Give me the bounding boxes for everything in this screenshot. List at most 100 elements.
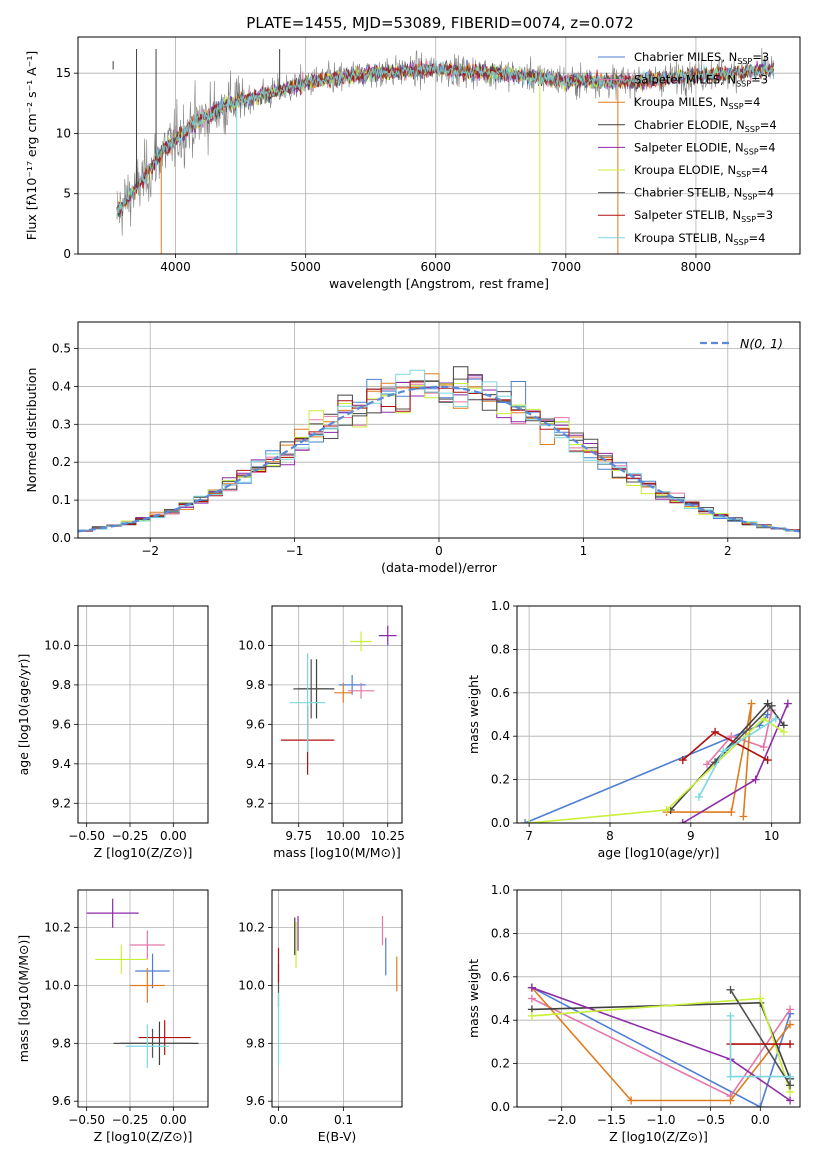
y-tick-label: 9.2 (52, 796, 71, 810)
mass-weight-point (719, 747, 728, 756)
mass-weight-point (726, 1096, 735, 1105)
y-tick-label: 10.2 (238, 921, 265, 935)
axes-frame (271, 889, 403, 1108)
x-axis-label: Z [log10(Z/Z⊙)] (609, 1129, 708, 1144)
mass-weight-line (666, 703, 753, 817)
mass-weight-point (694, 792, 703, 801)
figure-title: PLATE=1455, MJD=53089, FIBERID=0074, z=0… (246, 14, 633, 32)
y-axis-label: Flux [fλ10⁻¹⁷ erg cm⁻² s⁻¹ A⁻¹] (24, 51, 39, 240)
y-tick-label: 0.2 (491, 1057, 510, 1071)
normal-curve-line (78, 385, 800, 533)
mass-weight-point (759, 743, 768, 752)
panel-massweight_vs_Z: −2.0 −1.5 −1.0 −0.5 0.0 0.0 0.2 0.4 0.6 0.8 1.0 Z [… (466, 883, 801, 1144)
x-tick-label: 5000 (290, 260, 321, 274)
x-tick-label: 0.00 (160, 829, 187, 843)
x-tick-label: −2 (141, 544, 159, 558)
x-tick-label: 0.0 (751, 1113, 770, 1127)
mass-weight-point (771, 714, 780, 723)
legend-entry: N(0, 1) (740, 336, 783, 351)
x-tick-label: −0.5 (696, 1113, 725, 1127)
y-tick-label: 10.2 (44, 921, 71, 935)
y-tick-label: 0.0 (491, 1100, 510, 1114)
error-bars (277, 916, 398, 1066)
legend-entry: Kroupa STELIB, NSSP=4 (634, 231, 765, 247)
x-axis-label: mass [log10(M/M⊙)] (273, 845, 401, 860)
x-tick-label: 0 (435, 544, 443, 558)
axes-frame (516, 889, 801, 1108)
x-tick-label: 0.00 (160, 1113, 187, 1127)
axes-frame (77, 36, 801, 255)
y-tick-label: 10 (56, 126, 71, 140)
x-axis-label: age [log10(age/yr)] (598, 845, 720, 860)
y-axis-label: mass weight (466, 675, 481, 754)
mass-weight-point (703, 760, 712, 769)
spectrum-lines (112, 48, 774, 254)
x-tick-label: 10.00 (326, 829, 360, 843)
y-tick-label: 1.0 (491, 883, 510, 897)
y-tick-label: 0.2 (52, 455, 71, 469)
mass-weight-point (767, 701, 776, 710)
y-axis-label: mass weight (466, 959, 481, 1038)
y-tick-label: 10.0 (238, 978, 265, 992)
axes-frame (77, 605, 209, 824)
y-tick-label: 9.8 (246, 678, 265, 692)
y-tick-label: 0.0 (52, 531, 71, 545)
legend-entry: Kroupa ELODIE, NSSP=4 (634, 163, 768, 179)
x-tick-label: 4000 (160, 260, 191, 274)
panel-mass_vs_ebv: 0.0 0.1 9.6 9.8 10.0 10.2 E(B-V) (238, 889, 403, 1144)
x-axis-label: wavelength [Angstrom, rest frame] (329, 276, 549, 291)
y-tick-label: 15 (56, 66, 71, 80)
x-tick-label: 10.25 (371, 829, 405, 843)
mass-weight-point (751, 775, 760, 784)
x-tick-label: 0.0 (269, 1113, 288, 1127)
mass-weight-point (739, 812, 748, 821)
mass-weight-line (714, 705, 773, 763)
y-tick-label: 0.6 (491, 970, 510, 984)
mass-weight-point (786, 1072, 795, 1081)
mass-weight-point (678, 756, 687, 765)
y-axis-label: Normed distribution (24, 368, 39, 493)
mass-weight-point (726, 1072, 735, 1081)
y-tick-label: 0.8 (491, 642, 510, 656)
axes-frame (516, 605, 801, 824)
panel-age_vs_Z: −0.50 −0.25 0.00 9.2 9.4 9.6 9.8 10.0 Z [log10(Z… (16, 605, 209, 860)
legend-entry: Salpeter STELIB, NSSP=3 (634, 208, 773, 224)
y-tick-label: 0.0 (491, 816, 510, 830)
y-tick-label: 10.0 (44, 638, 71, 652)
y-tick-label: 0.3 (52, 417, 71, 431)
y-tick-label: 9.8 (52, 1036, 71, 1050)
mass-weight-point (786, 1096, 795, 1105)
y-tick-label: 9.8 (52, 678, 71, 692)
y-tick-label: 1.0 (491, 599, 510, 613)
legend-entry: Chabrier MILES, NSSP=3 (634, 50, 769, 66)
y-tick-label: 0.6 (491, 686, 510, 700)
mass-weight-point (727, 732, 736, 741)
mass-weight-point (783, 699, 792, 708)
mass-weight-point (521, 819, 530, 823)
y-tick-label: 0.4 (491, 1013, 510, 1027)
y-tick-label: 0.8 (491, 926, 510, 940)
mass-weight-lines (521, 699, 792, 823)
x-axis-label: Z [log10(Z/Z⊙)] (94, 1129, 193, 1144)
mass-weight-point (756, 994, 765, 1003)
y-tick-label: 0.4 (491, 729, 510, 743)
x-tick-label: 6000 (420, 260, 451, 274)
mass-weight-line (706, 710, 773, 765)
panel-spectrum: 4000 5000 6000 7000 8000 0 5 10 15 wavelength [An… (24, 36, 801, 291)
histogram-step-line (78, 369, 800, 533)
x-tick-label: 10 (764, 829, 779, 843)
x-tick-label: 7000 (551, 260, 582, 274)
legend-entry: Chabrier ELODIE, NSSP=4 (634, 118, 777, 134)
x-tick-label: 8000 (681, 260, 712, 274)
y-tick-label: 9.2 (246, 796, 265, 810)
x-axis-label: (data-model)/error (381, 560, 498, 575)
panel-residuals: −2 −1 0 1 2 0.0 0.1 0.2 0.3 0.4 0.5 (data-model)/er… (24, 321, 801, 575)
x-tick-label: −1.0 (646, 1113, 675, 1127)
y-tick-label: 0.2 (491, 773, 510, 787)
mass-weight-point (678, 819, 687, 823)
legend-entry: Salpeter ELODIE, NSSP=4 (634, 140, 776, 156)
mass-weight-point (786, 1081, 795, 1090)
error-bars (280, 625, 397, 775)
mass-weight-point (763, 699, 772, 708)
